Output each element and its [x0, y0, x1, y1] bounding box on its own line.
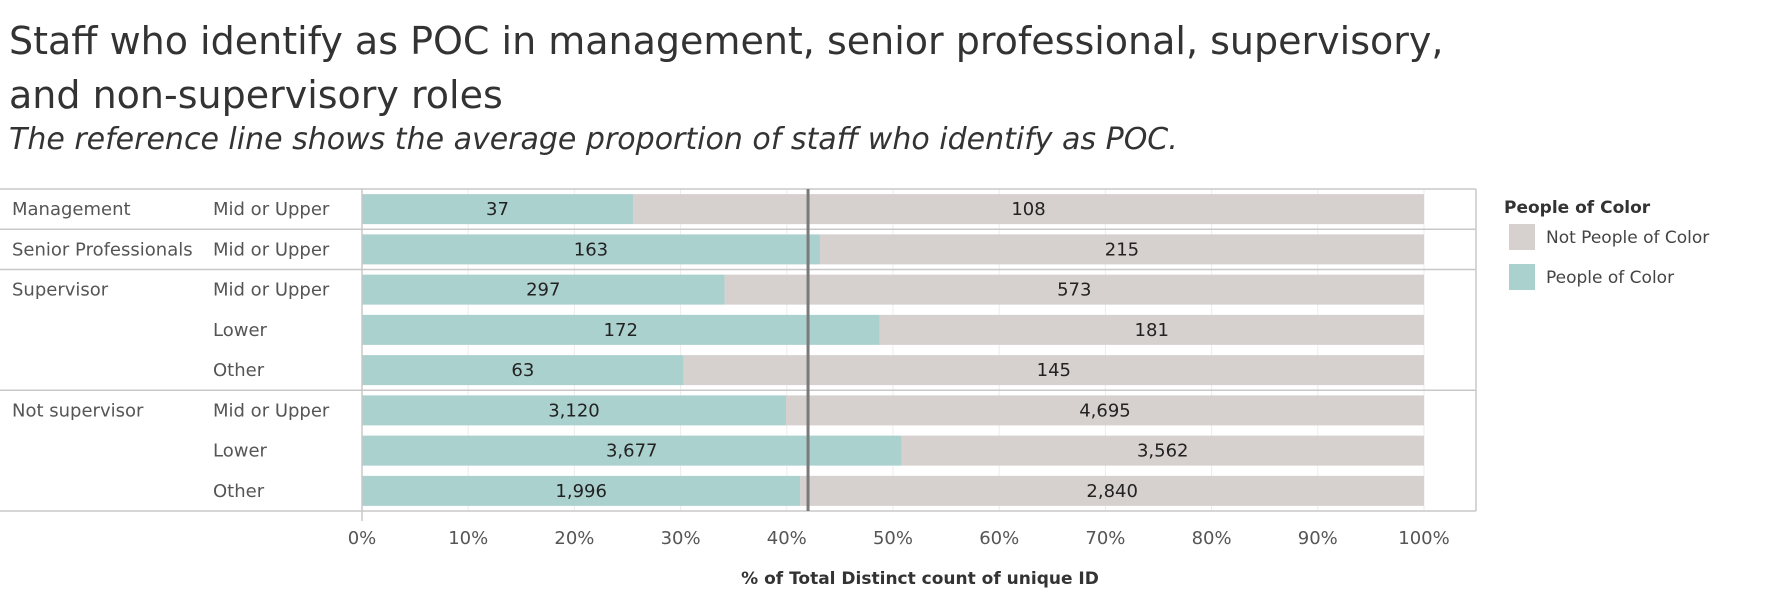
- row-label: Other: [213, 360, 265, 381]
- data-label-poc: 3,677: [606, 441, 658, 462]
- data-label-poc: 63: [511, 360, 534, 381]
- x-tick-label: 100%: [1398, 528, 1449, 549]
- bar-not-poc: [901, 435, 1424, 466]
- data-label-poc: 172: [604, 320, 638, 341]
- bar-not-poc: [819, 234, 1424, 265]
- legend-swatch: [1509, 224, 1535, 250]
- x-axis-title: % of Total Distinct count of unique ID: [741, 569, 1099, 589]
- x-tick-label: 30%: [661, 528, 701, 549]
- row-label: Other: [213, 481, 265, 502]
- x-tick-label: 90%: [1298, 528, 1338, 549]
- chart-subtitle: The reference line shows the average pro…: [9, 122, 1178, 157]
- legend-item-label: People of Color: [1546, 268, 1674, 288]
- bar-not-poc: [879, 314, 1424, 345]
- data-label-not-poc: 4,695: [1079, 400, 1131, 421]
- data-label-not-poc: 215: [1105, 239, 1139, 260]
- legend-swatch: [1509, 264, 1535, 290]
- row-label: Lower: [213, 320, 268, 341]
- x-tick-label: 10%: [448, 528, 488, 549]
- bar-poc: [362, 435, 902, 466]
- data-label-not-poc: 3,562: [1137, 441, 1189, 462]
- data-label-not-poc: 573: [1057, 280, 1091, 301]
- group-label: Not supervisor: [12, 400, 144, 421]
- bar-not-poc: [632, 194, 1424, 225]
- legend-title: People of Color: [1504, 198, 1651, 218]
- data-label-not-poc: 145: [1037, 360, 1071, 381]
- x-tick-label: 40%: [767, 528, 807, 549]
- bar-poc: [362, 395, 786, 426]
- legend-item-label: Not People of Color: [1546, 228, 1709, 248]
- data-label-poc: 1,996: [555, 481, 607, 502]
- bar-not-poc: [724, 274, 1424, 305]
- row-label: Mid or Upper: [213, 400, 330, 421]
- x-tick-label: 70%: [1085, 528, 1125, 549]
- chart-title: Staff who identify as POC in management,…: [9, 19, 1444, 117]
- row-label: Mid or Upper: [213, 280, 330, 301]
- bar-poc: [362, 234, 820, 265]
- bar-poc: [362, 475, 801, 506]
- x-tick-label: 80%: [1192, 528, 1232, 549]
- bar-poc: [362, 274, 725, 305]
- row-label: Lower: [213, 441, 268, 462]
- bar-poc: [362, 314, 880, 345]
- group-label: Senior Professionals: [12, 239, 193, 260]
- bar-not-poc: [785, 395, 1424, 426]
- bar-poc: [362, 355, 684, 386]
- group-label: Management: [12, 199, 131, 220]
- row-label: Mid or Upper: [213, 199, 330, 220]
- data-label-not-poc: 108: [1011, 199, 1045, 220]
- group-label: Supervisor: [12, 280, 109, 301]
- x-tick-label: 60%: [979, 528, 1019, 549]
- data-label-poc: 163: [574, 239, 608, 260]
- data-label-poc: 3,120: [548, 400, 600, 421]
- data-label-poc: 297: [526, 280, 560, 301]
- x-tick-label: 20%: [554, 528, 594, 549]
- bar-not-poc: [800, 475, 1424, 506]
- x-tick-label: 0%: [348, 528, 377, 549]
- row-label: Mid or Upper: [213, 239, 330, 260]
- bar-poc: [362, 194, 633, 225]
- data-label-not-poc: 2,840: [1086, 481, 1138, 502]
- data-label-not-poc: 181: [1135, 320, 1169, 341]
- x-tick-label: 50%: [873, 528, 913, 549]
- data-label-poc: 37: [486, 199, 509, 220]
